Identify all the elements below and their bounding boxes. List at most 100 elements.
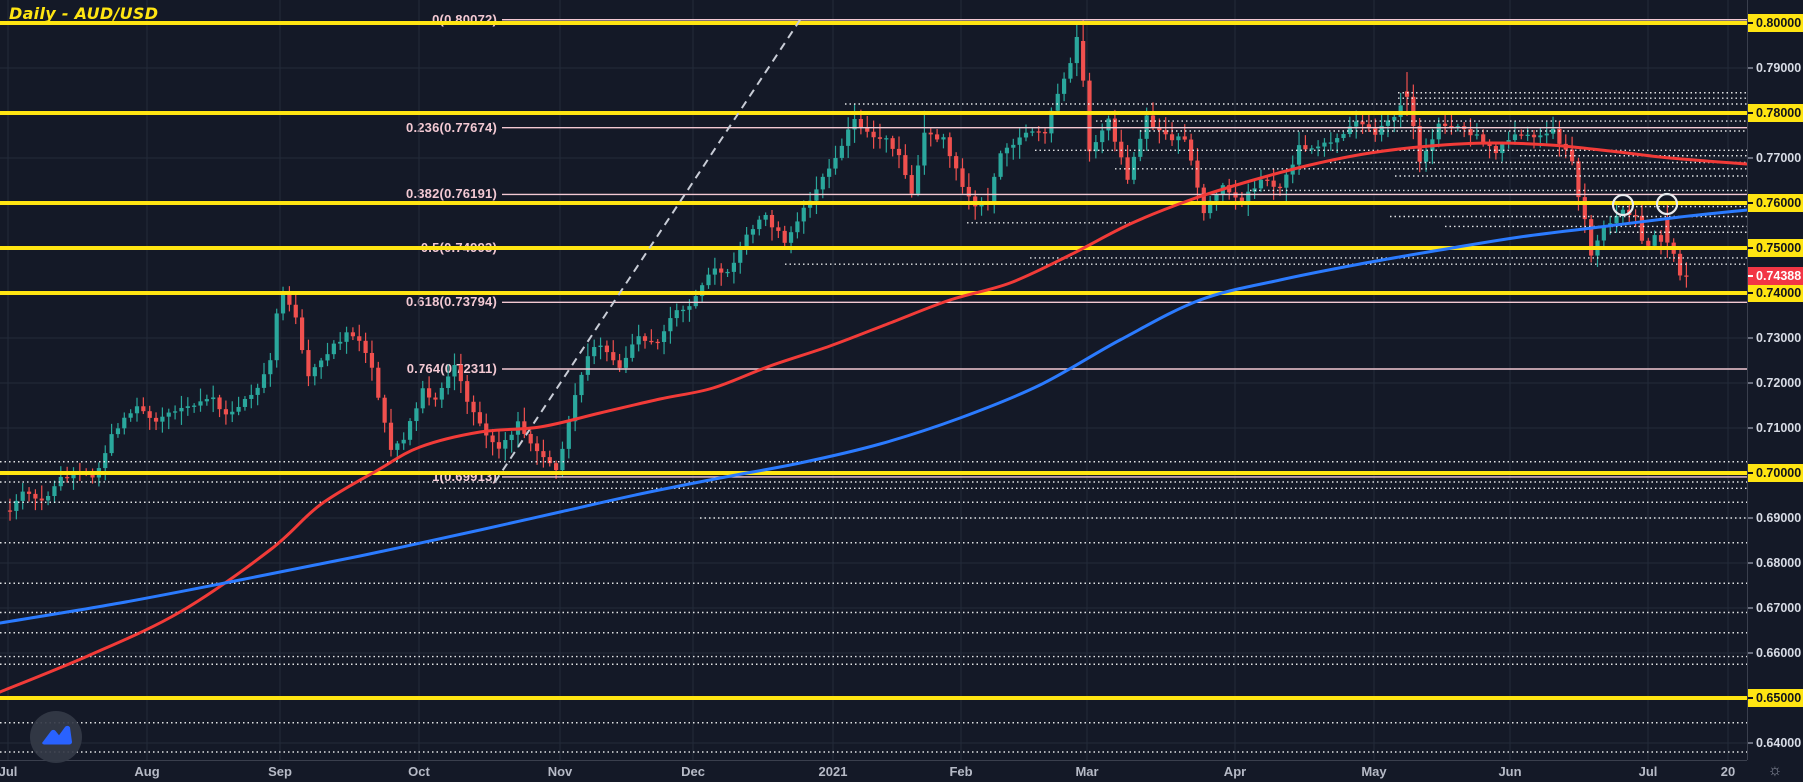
candle-body [579, 374, 584, 396]
candle-body [852, 119, 857, 130]
candle-body [1150, 115, 1156, 127]
candle-body [1512, 134, 1518, 141]
candle-body [776, 227, 781, 231]
candle-body [325, 354, 330, 361]
candle-body [1633, 214, 1638, 217]
candle-body [1030, 131, 1035, 133]
candle-body [192, 405, 197, 407]
price-text: 0.64000 [1756, 736, 1802, 750]
chart-title: Daily - AUD/USD [9, 4, 159, 23]
candle-body [1620, 209, 1625, 217]
candle-body [1284, 174, 1289, 188]
candle-body [141, 406, 146, 412]
candle-body [369, 352, 375, 368]
candle-body [528, 433, 533, 444]
candle-body [966, 186, 971, 197]
price-text: 0.77000 [1756, 151, 1802, 165]
tradingview-logo-icon[interactable] [28, 709, 84, 765]
candle-body [1309, 148, 1314, 150]
candle-body [1303, 145, 1308, 150]
price-text: 0.74388 [1756, 268, 1802, 283]
candle-body [687, 306, 692, 310]
candle-body [185, 406, 190, 408]
candle-body [954, 156, 959, 169]
price-tick [1748, 112, 1753, 114]
price-text: 0.66000 [1756, 646, 1802, 660]
candle-body [46, 496, 51, 501]
candle-body [287, 292, 292, 305]
candle-body [179, 407, 184, 412]
candle-body [1119, 141, 1124, 158]
candle-body [1481, 134, 1486, 142]
candle-body [871, 131, 876, 138]
candle-body [1093, 142, 1098, 152]
candle-body [1176, 136, 1181, 141]
time-axis-label: Apr [1223, 764, 1247, 779]
candle-body [1195, 160, 1200, 188]
candle-body [1468, 129, 1473, 136]
candle-body [319, 360, 324, 368]
candle-body [928, 132, 933, 135]
candle-body [446, 376, 451, 388]
time-axis[interactable]: Jul Aug Sep Oct Nov Dec 2021 Feb Mar Apr May Jun Jul… [0, 760, 1747, 782]
candle-body [1677, 253, 1683, 276]
candle-body [452, 364, 457, 377]
candle-body [839, 145, 844, 158]
candle-body [1449, 125, 1454, 128]
dashed-trendline[interactable] [494, 19, 801, 483]
candle-body [344, 332, 349, 342]
candle-body [1665, 217, 1670, 243]
time-axis-label: Mar [1075, 764, 1099, 779]
candle-body [1316, 146, 1321, 149]
candle-body [1538, 135, 1543, 138]
time-axis-label: 20 [1720, 764, 1736, 779]
price-tick [1748, 562, 1753, 564]
price-text: 0.65000 [1756, 691, 1802, 705]
candle-body [566, 421, 571, 449]
candle-body [1684, 275, 1689, 277]
candle-body [465, 381, 470, 402]
candle-body [935, 134, 940, 140]
price-axis-label: 0.74000 [1748, 284, 1803, 302]
price-axis-label: 0.73000 [1748, 329, 1803, 347]
candle-body [585, 356, 590, 375]
time-axis-label: May [1361, 764, 1387, 779]
candle-body [350, 332, 355, 337]
candle-body [693, 296, 698, 307]
candle-body [858, 119, 863, 128]
candle-body [1163, 130, 1168, 135]
candle-body [560, 448, 565, 471]
highlight-circle[interactable] [1611, 193, 1635, 217]
candle-body [173, 411, 178, 413]
candle-body [674, 310, 679, 319]
candle-body [1112, 118, 1117, 142]
candle-body [1328, 142, 1333, 144]
candle-body [103, 453, 108, 469]
candle-body [915, 165, 921, 194]
price-text: 0.70000 [1756, 466, 1802, 480]
time-axis-label: Dec [681, 764, 705, 779]
candle-body [1157, 126, 1162, 131]
fib-level-label: 0.382(0.76191) [406, 186, 497, 202]
candle-body [496, 442, 502, 449]
candle-body [827, 168, 832, 177]
candle-body [1423, 150, 1429, 162]
candle-body [65, 476, 70, 479]
candle-body [1544, 133, 1549, 136]
time-axis-label: Nov [547, 764, 573, 779]
candle-body [1208, 200, 1213, 214]
candle-body [280, 292, 286, 314]
candle-body [33, 493, 38, 499]
price-tick [1748, 742, 1753, 744]
highlight-circle[interactable] [1655, 192, 1679, 216]
candle-body [293, 304, 298, 318]
candle-body [484, 423, 489, 436]
candle-body [661, 331, 667, 343]
chart-canvas[interactable] [0, 0, 1747, 760]
candle-body [471, 401, 476, 413]
price-axis[interactable]: 0.80000 0.79000 0.78000 0.77000 0.76000 0.750… [1747, 0, 1803, 782]
axis-settings-icon[interactable]: ☼ [1767, 762, 1783, 779]
candle-body [26, 491, 32, 494]
candle-body [306, 350, 311, 377]
candle-body [58, 476, 63, 487]
